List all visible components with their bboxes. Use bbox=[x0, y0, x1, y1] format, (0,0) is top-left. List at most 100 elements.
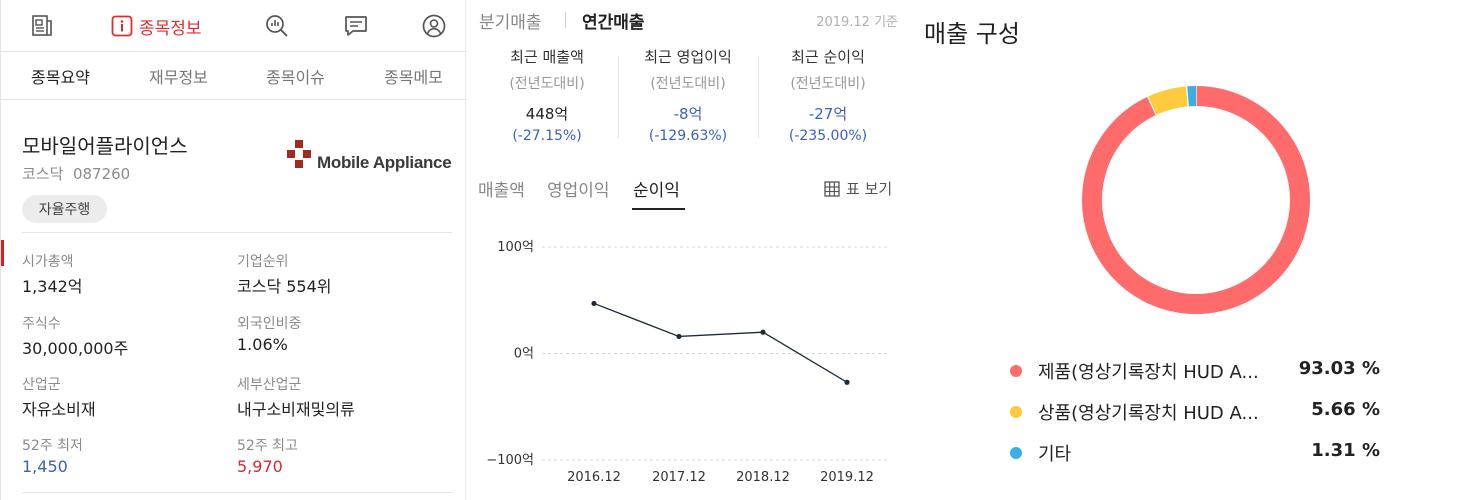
stat-value: 1,450 bbox=[22, 457, 68, 476]
divider bbox=[565, 12, 566, 28]
metric-pct: (-235.00%) bbox=[788, 128, 868, 144]
metric-operating-profit: 최근 영업이익 (전년도대비) -8억 (-129.63%) bbox=[618, 46, 758, 144]
active-chart-tab-underline bbox=[632, 208, 685, 210]
slice-separator bbox=[1186, 86, 1189, 107]
analysis-icon bbox=[266, 15, 288, 37]
stat-label: 주식수 bbox=[22, 316, 61, 332]
theme-badge[interactable]: 자율주행 bbox=[22, 195, 107, 223]
legend-name: 상품(영상기록장치 HUD A... bbox=[1038, 403, 1259, 424]
stock-code: 087260 bbox=[72, 165, 131, 183]
metric-sub: (전년도대비) bbox=[650, 76, 726, 92]
stat-label: 시가총액 bbox=[22, 254, 74, 270]
stat-value: 코스닥 554위 bbox=[237, 277, 332, 296]
info-nav-button[interactable]: 종목정보 bbox=[111, 12, 202, 40]
company-name: 모바일어플라이언스 bbox=[22, 134, 188, 158]
composition-title: 매출 구성 bbox=[924, 20, 1020, 48]
stat-value: 1.06% bbox=[237, 335, 288, 354]
metric-pct: (-129.63%) bbox=[648, 128, 728, 144]
metric-value: -27억 bbox=[808, 105, 848, 123]
donut-slice bbox=[1147, 86, 1189, 116]
stat-label: 세부산업군 bbox=[237, 377, 302, 393]
sales-panel: 분기매출 연간매출 2019.12 기준 최근 매출액 (전년도대비) 448억… bbox=[470, 0, 906, 500]
stat-value: 내구소비재및의류 bbox=[237, 400, 355, 419]
net-income-line-chart: 100억 0억 −100억 2016.12 2017.12 2018.12 2019.12 bbox=[486, 240, 890, 485]
legend-name: 기타 bbox=[1038, 444, 1072, 465]
chat-nav-button[interactable] bbox=[344, 12, 368, 40]
tab-issues[interactable]: 종목이슈 bbox=[266, 68, 325, 87]
stat-value: 1,342억 bbox=[22, 277, 83, 296]
data-point bbox=[591, 300, 597, 307]
x-tick-label: 2017.12 bbox=[652, 470, 706, 485]
chart-tab-net-income[interactable]: 순이익 bbox=[633, 181, 680, 201]
divider bbox=[758, 56, 759, 138]
legend-pct: 93.03 % bbox=[1298, 358, 1380, 379]
series-line bbox=[593, 302, 848, 383]
legend-item: 제품(영상기록장치 HUD A... 93.03 % bbox=[1010, 356, 1380, 384]
tab-quarterly-sales[interactable]: 분기매출 bbox=[479, 13, 542, 33]
stat-label: 외국인비중 bbox=[237, 316, 302, 332]
stat-value: 5,970 bbox=[237, 457, 283, 476]
news-icon bbox=[32, 15, 52, 36]
tab-summary[interactable]: 종목요약 bbox=[31, 68, 90, 87]
data-point bbox=[760, 329, 766, 335]
legend-dot bbox=[1010, 365, 1022, 377]
legend-item: 기타 1.31 % bbox=[1010, 438, 1380, 466]
metric-pct: (-27.15%) bbox=[512, 128, 582, 144]
chart-tab-operating-profit[interactable]: 영업이익 bbox=[547, 181, 610, 201]
table-icon bbox=[824, 180, 840, 197]
stat-label: 기업순위 bbox=[237, 254, 289, 270]
legend-pct: 1.31 % bbox=[1311, 440, 1380, 461]
legend-pct: 5.66 % bbox=[1311, 399, 1380, 420]
metric-revenue: 최근 매출액 (전년도대비) 448억 (-27.15%) bbox=[477, 46, 617, 144]
y-tick-label: −100억 bbox=[486, 453, 534, 468]
x-tick-label: 2016.12 bbox=[567, 470, 621, 485]
company-market-code: 코스닥 087260 bbox=[22, 163, 130, 184]
legend-dot bbox=[1010, 447, 1022, 459]
sales-composition-panel: 매출 구성 제품(영상기록장치 HUD A... 93.03 % 상품(영상기록… bbox=[906, 0, 1469, 500]
stat-label: 52주 최고 bbox=[237, 438, 298, 454]
info-icon bbox=[111, 15, 133, 37]
chart-tab-revenue[interactable]: 매출액 bbox=[478, 181, 525, 201]
analysis-nav-button[interactable] bbox=[265, 12, 289, 40]
metric-value: 448억 bbox=[525, 105, 569, 123]
profile-nav-button[interactable] bbox=[422, 12, 446, 40]
legend-name: 제품(영상기록장치 HUD A... bbox=[1038, 362, 1259, 383]
tab-memo[interactable]: 종목메모 bbox=[384, 68, 443, 87]
table-view-button[interactable]: 표 보기 bbox=[824, 178, 892, 199]
slice-separator bbox=[1147, 96, 1157, 116]
stat-label: 산업군 bbox=[22, 377, 61, 393]
info-nav-label: 종목정보 bbox=[139, 18, 202, 39]
market-name: 코스닥 bbox=[22, 165, 64, 183]
data-point bbox=[676, 333, 682, 340]
stock-summary-panel: 종목정보 종목요약 재무정보 종목이슈 종목메모 모바일어플라이언스 코스닥 0… bbox=[0, 0, 467, 500]
metric-net-income: 최근 순이익 (전년도대비) -27억 (-235.00%) bbox=[758, 46, 898, 144]
metric-title: 최근 매출액 bbox=[510, 48, 584, 66]
divider bbox=[22, 232, 452, 233]
stat-value: 자유소비재 bbox=[22, 400, 96, 419]
donut-slice bbox=[1082, 86, 1310, 314]
metric-value: -8억 bbox=[673, 105, 703, 123]
stat-value: 30,000,000주 bbox=[22, 339, 129, 358]
divider bbox=[22, 492, 452, 493]
y-tick-label: 0억 bbox=[514, 347, 534, 362]
company-logo: Mobile Appliance bbox=[287, 140, 457, 172]
profile-icon bbox=[422, 14, 446, 38]
y-tick-label: 100억 bbox=[497, 240, 534, 255]
metric-sub: (전년도대비) bbox=[790, 76, 866, 92]
data-point bbox=[844, 379, 850, 385]
divider bbox=[618, 56, 619, 138]
table-view-label: 표 보기 bbox=[846, 180, 893, 198]
active-indicator bbox=[1, 240, 4, 266]
metric-sub: (전년도대비) bbox=[509, 76, 585, 92]
metric-title: 최근 영업이익 bbox=[644, 48, 732, 66]
tab-financial[interactable]: 재무정보 bbox=[149, 68, 208, 87]
legend-item: 상품(영상기록장치 HUD A... 5.66 % bbox=[1010, 397, 1380, 425]
x-tick-label: 2019.12 bbox=[820, 470, 874, 485]
news-nav-button[interactable] bbox=[31, 12, 53, 40]
top-nav: 종목정보 bbox=[1, 0, 467, 52]
stat-label: 52주 최저 bbox=[22, 438, 83, 454]
logo-text: Mobile Appliance bbox=[317, 153, 452, 172]
composition-donut-chart bbox=[1082, 86, 1310, 314]
chat-icon bbox=[345, 16, 367, 36]
tab-annual-sales[interactable]: 연간매출 bbox=[582, 13, 645, 33]
